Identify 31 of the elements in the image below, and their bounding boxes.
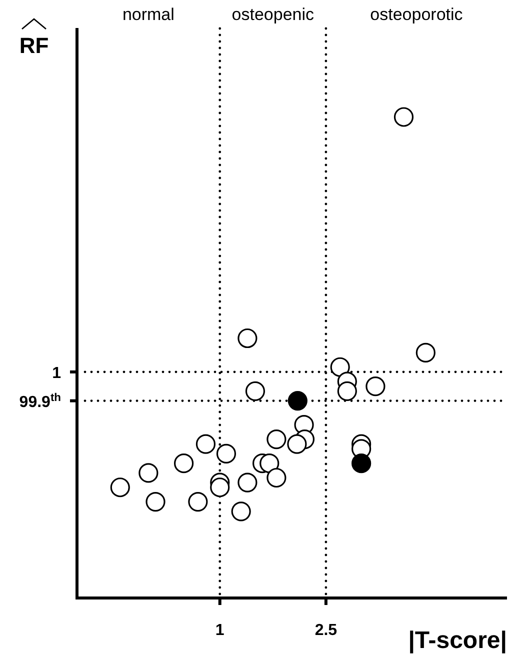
text: 1 [52, 364, 62, 382]
point [266, 429, 286, 450]
point [352, 454, 372, 474]
point [174, 454, 194, 474]
point [416, 342, 436, 362]
point [216, 444, 236, 464]
text: 99.9$^{th}$ [19, 392, 62, 411]
point [366, 376, 386, 396]
point [266, 468, 286, 488]
point [231, 502, 251, 522]
y-axis-title: RF [19, 33, 49, 58]
text: osteoporotic [370, 5, 464, 24]
point [210, 478, 230, 498]
point [260, 454, 280, 474]
text: osteopenic [232, 5, 315, 24]
x-axis-title: |T-score| [408, 627, 507, 654]
point [196, 434, 216, 454]
point [287, 434, 307, 454]
x-tick-label: 2.5 [314, 622, 338, 639]
point [288, 390, 308, 411]
point [330, 357, 350, 377]
point [110, 478, 130, 498]
text: normal [122, 5, 174, 24]
point [245, 381, 266, 401]
point [238, 328, 258, 348]
point [146, 492, 166, 512]
point [394, 107, 414, 127]
point [337, 381, 357, 401]
point [138, 463, 158, 483]
point [188, 492, 208, 512]
point [238, 472, 258, 492]
